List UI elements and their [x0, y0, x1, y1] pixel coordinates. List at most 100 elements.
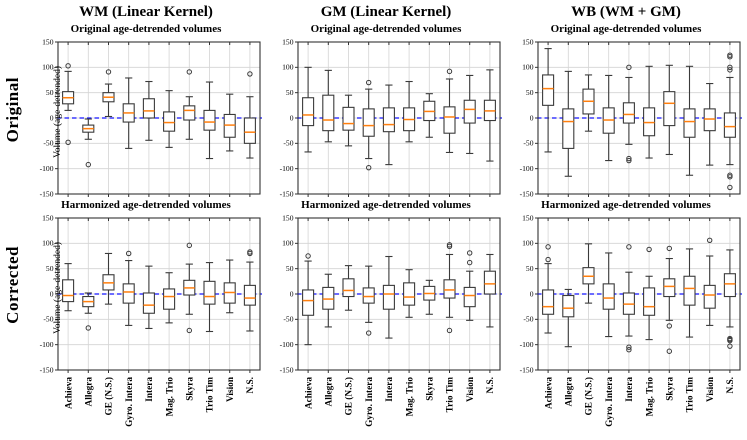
y-axis: 150 100 50 0 -50 -100 -150: [40, 213, 58, 374]
x-tick-label: Skyra: [186, 377, 196, 401]
x-tick-label: Mag. Trio: [165, 377, 175, 417]
boxplot-canvas: 150 100 50 0 -50 -100 -150: [40, 37, 262, 198]
boxplot: [102, 252, 115, 305]
outlier-point: [646, 246, 652, 253]
row-label-corrected: Corrected: [0, 198, 26, 438]
y-tick-label: -50: [43, 315, 53, 324]
boxplot: [203, 262, 216, 333]
boxplot: [423, 93, 436, 138]
outlier-point: [366, 164, 372, 171]
y-tick-label: -50: [523, 139, 533, 148]
outlier-point: [85, 325, 91, 331]
x-tick-label: GE (N.S.): [584, 377, 595, 415]
boxplot: [122, 260, 135, 326]
outlier-point: [446, 327, 453, 334]
x-tick-label: Achieva: [304, 377, 314, 409]
boxplot: [622, 76, 635, 145]
outlier-point: [467, 259, 473, 266]
y-tick-label: -100: [280, 340, 294, 349]
panel-wm-corrected: Harmonized age-detrended volumes Volume …: [26, 198, 266, 438]
y-tick-label: 50: [286, 264, 294, 273]
boxplot: [223, 259, 236, 314]
boxplot: [203, 81, 216, 160]
plot-border: [297, 41, 501, 195]
boxplot: [243, 261, 256, 332]
y-tick-label: 150: [522, 213, 534, 222]
y-tick-label: -100: [520, 340, 534, 349]
y-tick-label: -150: [280, 189, 294, 198]
x-tick-label: N.S.: [726, 377, 736, 394]
boxplot: [663, 257, 676, 321]
x-tick-label: Allegra: [565, 377, 575, 407]
outlier-point: [727, 174, 733, 180]
col-title-wm: WM (Linear Kernel): [79, 4, 213, 20]
boxplot: [142, 80, 155, 141]
outlier-point: [727, 67, 733, 73]
boxplot: [463, 74, 476, 155]
y-tick-label: 0: [50, 289, 54, 298]
outlier-point: [727, 64, 733, 71]
outlier-point: [446, 68, 453, 75]
boxplot: [302, 260, 315, 346]
outlier-point: [186, 327, 193, 334]
y-tick-label: 100: [522, 63, 534, 72]
boxplot: [562, 70, 575, 177]
y-tick-label: 0: [50, 113, 54, 122]
panel-subtitle: Harmonized age-detrended volumes: [301, 199, 471, 211]
outlier-point: [186, 69, 193, 75]
y-tick-label: -100: [40, 340, 54, 349]
boxplot: [723, 76, 736, 166]
y-tick-label: 150: [522, 37, 534, 46]
boxplot: [443, 253, 456, 318]
x-axis-ticks: [547, 42, 731, 197]
y-tick-label: 0: [530, 289, 534, 298]
y-tick-label: 100: [282, 63, 294, 72]
y-tick-label: -150: [40, 365, 54, 374]
x-tick-label: Intera: [145, 377, 155, 402]
panel-subtitle: Harmonized age-detrended volumes: [61, 199, 231, 211]
y-tick-label: 0: [530, 113, 534, 122]
boxplot: [542, 48, 555, 153]
y-tick-label: 50: [526, 264, 534, 273]
boxplot: [163, 272, 176, 324]
x-tick-label: Intera: [625, 377, 635, 402]
x-tick-label: Gyro. Intera: [365, 377, 375, 427]
y-tick-label: -50: [43, 139, 53, 148]
outlier-point: [626, 64, 632, 71]
col-title-gm: GM (Linear Kernel): [320, 4, 452, 20]
boxplot: [683, 65, 696, 176]
x-tick-label: N.S.: [486, 377, 496, 394]
outlier-point: [467, 250, 473, 256]
x-axis-ticks: [67, 218, 251, 373]
y-tick-label: 50: [46, 88, 54, 97]
boxplot: [663, 64, 676, 156]
outlier-point: [666, 245, 673, 252]
y-tick-label: -50: [523, 315, 533, 324]
x-axis-ticks: [307, 218, 491, 373]
outlier-point: [186, 242, 193, 249]
y-tick-label: 100: [42, 239, 54, 248]
outlier-point: [65, 139, 71, 146]
x-tick-label: Trio Tim: [686, 377, 696, 413]
row-label-original: Original: [0, 22, 26, 198]
x-tick-label: Vision: [466, 376, 476, 402]
x-tick-label: Allegra: [85, 377, 95, 407]
boxplot: [362, 265, 375, 323]
boxplot: [723, 249, 736, 328]
outlier-point: [666, 323, 673, 329]
outlier-point: [727, 343, 733, 349]
panel-subtitle: Original age-detrended volumes: [550, 23, 702, 35]
outlier-point: [707, 237, 713, 243]
y-axis: 150 100 50 0 -50 -100 -150: [280, 213, 298, 374]
y-tick-label: -50: [283, 139, 293, 148]
plot-border: [537, 217, 741, 371]
outlier-point: [666, 348, 673, 354]
y-tick-label: 150: [42, 37, 54, 46]
outlier-point: [626, 244, 632, 250]
outlier-point: [247, 250, 253, 257]
boxplot: [382, 255, 395, 339]
x-tick-label: Mag. Trio: [405, 377, 415, 417]
outlier-point: [85, 161, 91, 168]
y-tick-label: -150: [520, 189, 534, 198]
